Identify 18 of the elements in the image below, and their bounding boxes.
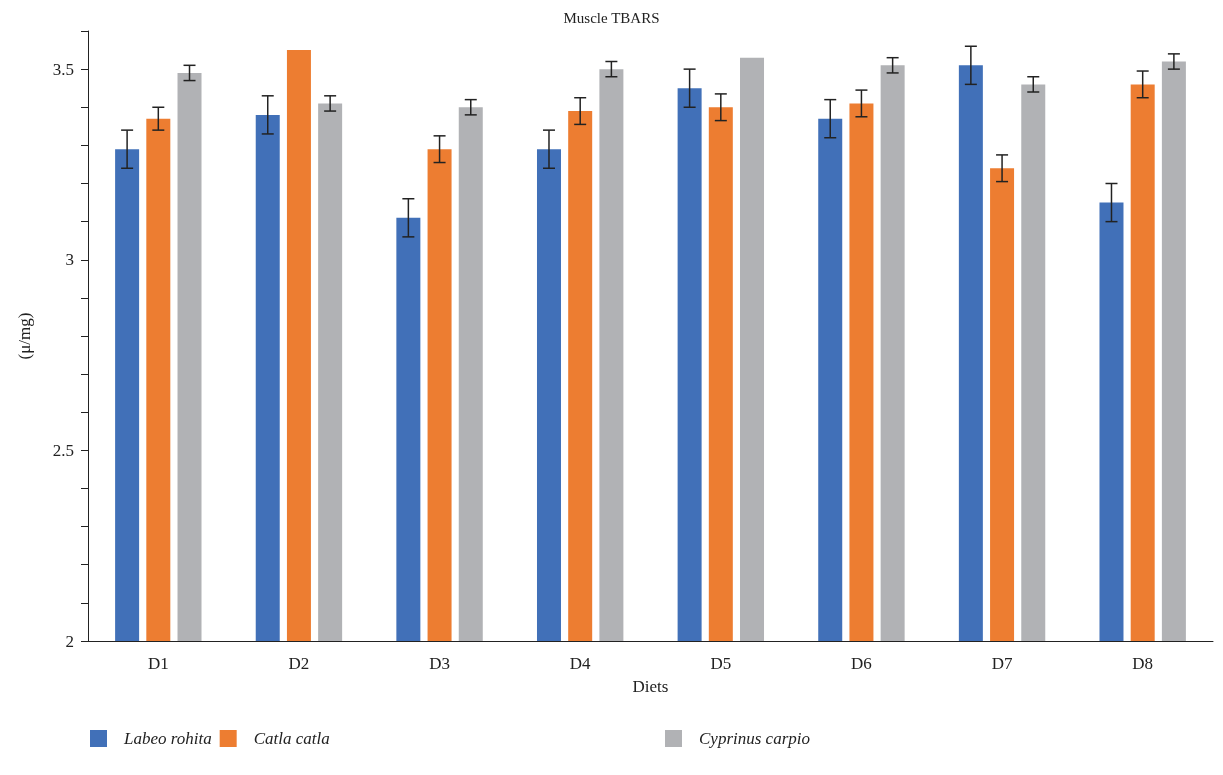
x-tick-label: D5: [710, 654, 732, 673]
legend-label: Cyprinus carpio: [699, 729, 810, 748]
y-axis-title: (μ/mg): [15, 312, 34, 360]
x-tick-label: D4: [569, 654, 592, 673]
y-tick-label: 3: [65, 250, 74, 270]
chart-title: Muscle TBARS: [563, 9, 660, 26]
x-axis-title: Diets: [632, 677, 669, 696]
x-tick-label: D1: [147, 654, 169, 673]
y-tick-label: 2.5: [52, 440, 74, 460]
x-tick-label: D3: [429, 654, 450, 673]
x-tick-label: D7: [991, 654, 1013, 673]
x-tick-label: D8: [1132, 654, 1154, 673]
legend-label: Labeo rohita: [123, 729, 212, 748]
legend-label: Catla catla: [253, 729, 330, 748]
y-tick-label: 2: [65, 631, 74, 651]
y-tick-label: 3.5: [52, 59, 74, 79]
x-tick-label: D6: [851, 654, 872, 673]
x-tick-label: D2: [288, 654, 310, 673]
